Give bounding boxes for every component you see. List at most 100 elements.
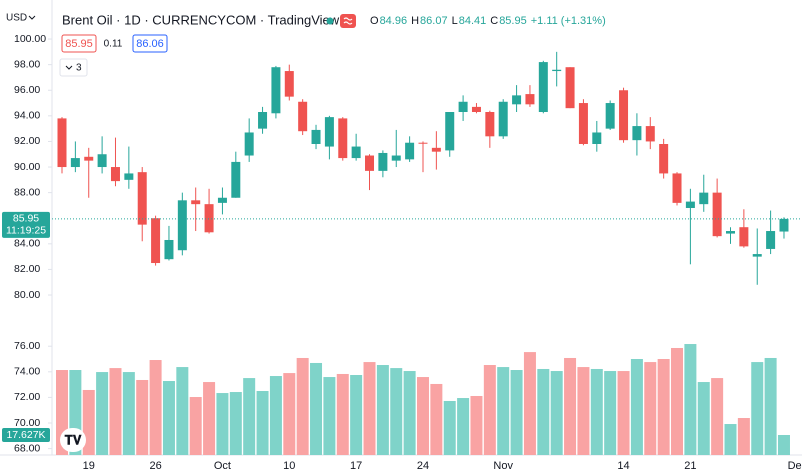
volume-bar [403, 371, 416, 455]
ohlc-key: C [490, 15, 498, 27]
volume-bar [523, 352, 536, 455]
candle-body [231, 161, 241, 198]
spread: 0.11 [104, 39, 123, 50]
candle-body [766, 231, 776, 249]
volume-bar [564, 357, 577, 455]
y-tick-label: 88.00 [14, 186, 40, 198]
y-tick-label: 80.00 [14, 289, 40, 301]
volume-bar [724, 424, 737, 455]
ohlc-value: 86.07 [420, 15, 448, 27]
candle-body [271, 67, 281, 114]
volume-bar [644, 362, 657, 455]
x-tick-label: Nov [493, 460, 513, 472]
volume-bar [590, 368, 603, 455]
candle-body [57, 118, 67, 168]
ohlc-value: 85.95 [499, 15, 527, 27]
x-tick-label: Oct [214, 460, 231, 472]
candle-body [525, 94, 535, 105]
chevron [65, 65, 73, 70]
volume-bar [697, 382, 710, 455]
candle-body [405, 142, 415, 160]
candle-body [70, 158, 80, 168]
volume-bar [176, 367, 189, 455]
currency[interactable]: USD [6, 13, 27, 24]
volume-bar [162, 381, 175, 455]
volume-bar [136, 379, 149, 455]
y-tick-label: 70.00 [14, 417, 40, 429]
volume-bar [457, 398, 470, 455]
volume-bar [671, 347, 684, 455]
y-tick-label: 68.00 [14, 442, 40, 454]
ohlc-value: 84.41 [459, 15, 487, 27]
status-dot [326, 17, 334, 25]
y-tick-label: 96.00 [14, 84, 40, 96]
candle-body [217, 197, 227, 203]
volume-bar [283, 373, 296, 455]
candle-body [458, 101, 468, 113]
y-tick-label: 82.00 [14, 263, 40, 275]
sell-price[interactable]: 85.95 [65, 38, 93, 50]
x-tick-label: 26 [149, 460, 161, 472]
status-icon [343, 17, 353, 25]
volume-bar [430, 383, 443, 455]
volume-bar [189, 397, 202, 455]
volume-bar [390, 368, 403, 455]
candle-body [137, 172, 147, 225]
y-tick-label: 100.00 [14, 33, 46, 45]
volume-bar [296, 357, 309, 455]
candle-body [164, 239, 174, 260]
y-tick-label: 76.00 [14, 340, 40, 352]
candle-body [565, 67, 575, 109]
ohlc-key: O [370, 15, 379, 27]
candle-body [699, 192, 709, 205]
volume-bar [416, 377, 429, 455]
candle-body [338, 118, 348, 159]
candle-body [244, 132, 254, 156]
volume-bar [122, 372, 135, 455]
buy-price[interactable]: 86.06 [136, 38, 164, 50]
candle-body [311, 129, 321, 144]
volume-bar [711, 378, 724, 455]
volume-bar [604, 371, 617, 455]
volume-bar [96, 372, 109, 455]
candle-body [592, 132, 602, 144]
volume-bar [443, 400, 456, 455]
volume-bar [537, 368, 550, 455]
candle-body [538, 62, 548, 113]
candle-body [84, 156, 94, 161]
y-tick-label: 90.00 [14, 161, 40, 173]
candle-body [739, 227, 749, 247]
y-tick-label: 98.00 [14, 58, 40, 70]
indicator-count[interactable]: 3 [76, 63, 82, 74]
volume-bar [109, 368, 122, 455]
candle-body [659, 143, 669, 174]
candle-body [672, 173, 682, 203]
change: +1.11 (+1.31%) [531, 15, 606, 27]
candle-body [578, 103, 588, 144]
candle-body [284, 71, 294, 97]
volume-bar [269, 376, 282, 455]
candle-body [512, 95, 522, 105]
volume-bar [617, 371, 630, 455]
volume-bar [510, 370, 523, 455]
candle-body [204, 204, 214, 233]
x-tick-label: 21 [684, 460, 696, 472]
indicator-toggle[interactable] [59, 58, 88, 77]
candle-body [177, 200, 187, 251]
volume-bar [483, 365, 496, 455]
candle-body [258, 112, 268, 129]
ohlc-key: L [452, 15, 458, 27]
candle-body [685, 201, 695, 208]
buy-box[interactable] [132, 34, 168, 53]
volume-bar [657, 359, 670, 455]
logo[interactable]: 𝐓𝐕 [65, 432, 82, 447]
volume-bar [243, 378, 256, 455]
y-tick-label: 92.00 [14, 135, 40, 147]
logo[interactable] [60, 428, 86, 452]
candle-body [431, 147, 441, 152]
price-label-box [2, 211, 50, 238]
volume-bar [376, 365, 389, 455]
sell-box[interactable] [61, 34, 97, 53]
y-tick-label: 84.00 [14, 238, 40, 250]
